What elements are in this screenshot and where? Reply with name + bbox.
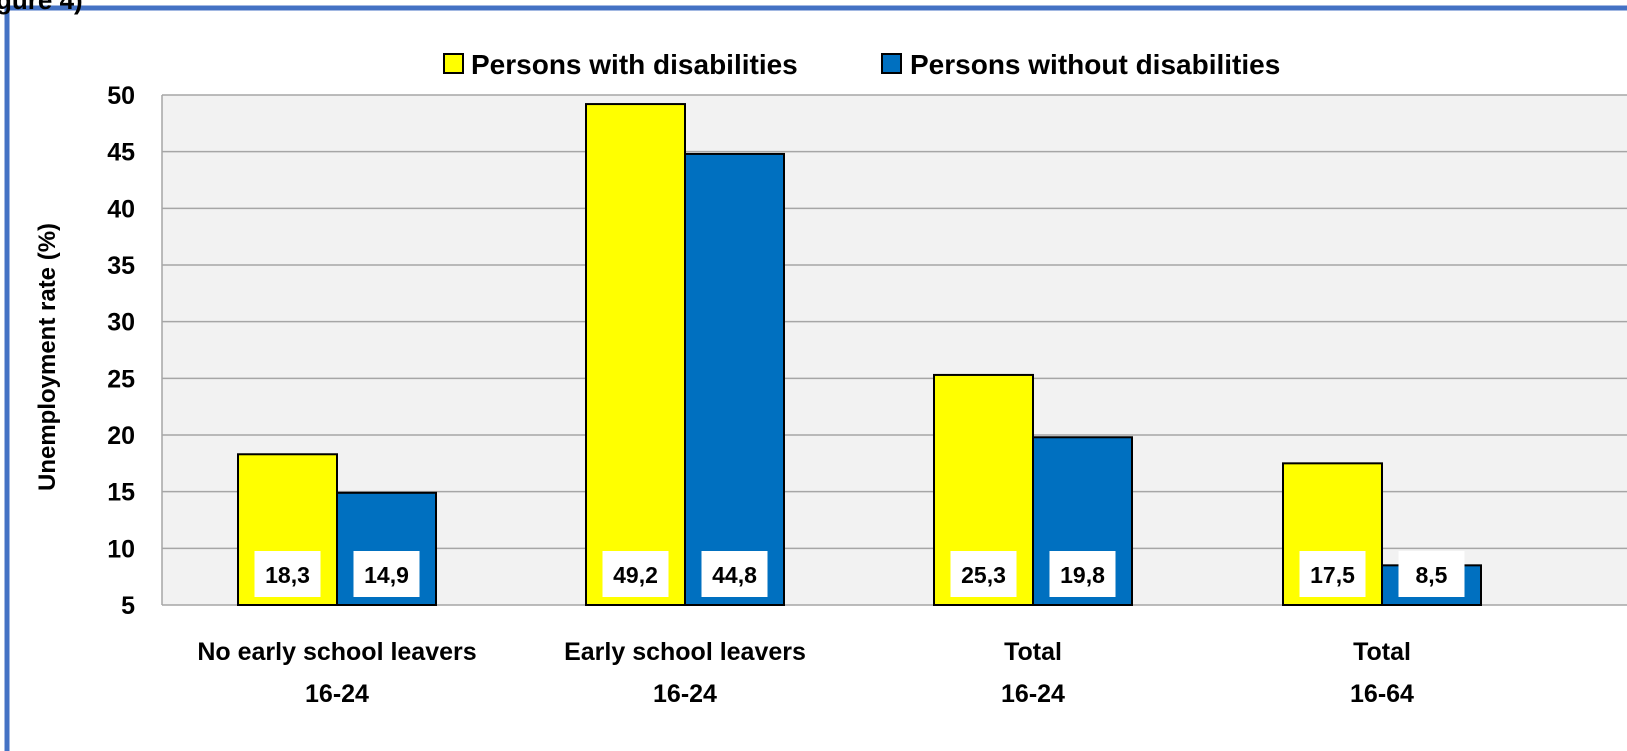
x-category-label: Total bbox=[1353, 638, 1411, 666]
legend-swatch-with-disabilities bbox=[443, 53, 464, 74]
y-tick-label: 15 bbox=[107, 479, 135, 507]
x-category-sublabel: 16-24 bbox=[1001, 680, 1065, 708]
title-fragment: gure 4) bbox=[0, 0, 83, 15]
y-tick-label: 10 bbox=[107, 535, 135, 563]
value-labels: 18,3 14,9 49,2 44,8 25,3 19,8 17,5 8,5 bbox=[254, 551, 1465, 597]
data-label: 44,8 bbox=[712, 562, 757, 588]
y-tick-label: 30 bbox=[107, 309, 135, 337]
gridlines bbox=[162, 94, 1627, 606]
x-axis-labels: No early school leavers 16-24 Early school… bbox=[197, 638, 1414, 708]
data-label-box bbox=[1398, 551, 1465, 597]
y-tick-label: 20 bbox=[107, 422, 135, 450]
data-label: 18,3 bbox=[265, 562, 310, 588]
x-category-sublabel: 16-24 bbox=[305, 680, 369, 708]
data-label: 25,3 bbox=[961, 562, 1006, 588]
bars bbox=[237, 103, 1482, 607]
y-tick-label: 35 bbox=[107, 252, 135, 280]
x-category-label: No early school leavers bbox=[197, 638, 476, 666]
x-category-sublabel: 16-24 bbox=[653, 680, 717, 708]
y-tick-label: 45 bbox=[107, 139, 135, 167]
data-label: 14,9 bbox=[364, 562, 409, 588]
y-tick-label: 50 bbox=[107, 82, 135, 110]
x-category-label: Early school leavers bbox=[564, 638, 806, 666]
data-label: 19,8 bbox=[1060, 562, 1105, 588]
x-category-label: Total bbox=[1004, 638, 1062, 666]
y-tick-label: 40 bbox=[107, 195, 135, 223]
bar-without-disabilities bbox=[684, 152, 785, 607]
legend: Persons with disabilities Persons withou… bbox=[443, 49, 1280, 80]
y-axis-label: Unemployment rate (%) bbox=[34, 223, 61, 491]
data-label-box bbox=[353, 551, 420, 597]
bar-with-disabilities bbox=[585, 103, 686, 606]
data-label-box bbox=[1049, 551, 1116, 597]
legend-swatch-without-disabilities bbox=[881, 53, 902, 74]
y-tick-label: 5 bbox=[121, 592, 135, 620]
data-label: 8,5 bbox=[1416, 562, 1448, 588]
legend-label-with-disabilities: Persons with disabilities bbox=[471, 49, 798, 80]
data-label-box bbox=[1299, 551, 1366, 597]
legend-label-without-disabilities: Persons without disabilities bbox=[910, 49, 1280, 80]
data-label: 49,2 bbox=[613, 562, 658, 588]
data-label: 17,5 bbox=[1310, 562, 1355, 588]
data-label-box bbox=[950, 551, 1017, 597]
data-label-box bbox=[701, 551, 768, 597]
data-label-box bbox=[602, 551, 669, 597]
x-category-sublabel: 16-64 bbox=[1350, 680, 1414, 708]
data-label-box bbox=[254, 551, 321, 597]
y-tick-label: 25 bbox=[107, 365, 135, 393]
y-axis-ticks: 5 10 15 20 25 30 35 40 45 50 bbox=[107, 82, 135, 620]
